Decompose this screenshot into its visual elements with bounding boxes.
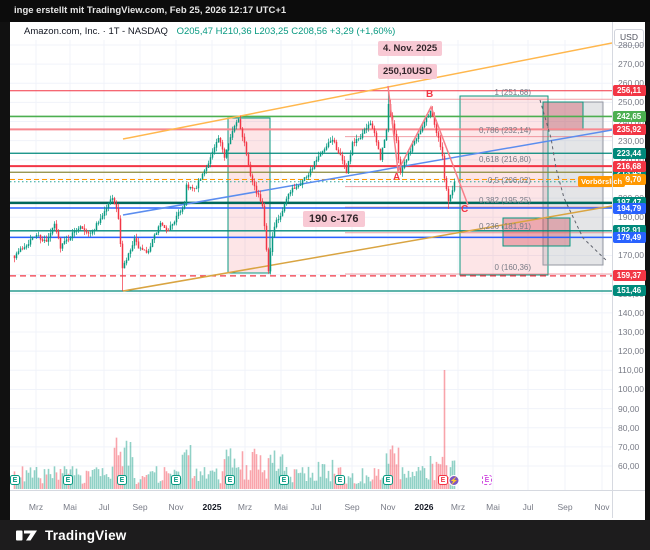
price-tick-label: 220,00 — [618, 154, 644, 165]
premarket-session-tag: Vorbörslich — [578, 176, 626, 187]
brand-name[interactable]: TradingView — [45, 527, 127, 543]
symbol-header[interactable]: Amazon.com, Inc. · 1T - NASDAQ O205,47 H… — [24, 26, 395, 37]
time-tick-label: Mrz — [28, 502, 44, 512]
price-tick-label: 260,00 — [618, 78, 644, 89]
fib-level-label: 0,5 (206,02) — [487, 175, 531, 185]
price-tick-label: 80,00 — [618, 422, 640, 433]
price-axis-border — [612, 22, 613, 518]
flash-event-icon[interactable]: ⚡ — [448, 475, 460, 486]
earnings-icon[interactable]: E — [63, 475, 73, 485]
price-line-chip[interactable]: 159,37 — [612, 270, 646, 282]
time-tick-label: Jul — [98, 502, 110, 512]
earnings-icon[interactable]: E — [279, 475, 289, 485]
time-tick-label: Mai — [274, 502, 288, 512]
fib-level-label: 0,382 (195,25) — [478, 196, 531, 206]
price-line-chip[interactable]: 223,44 — [612, 147, 646, 159]
price-line-chip[interactable]: 209,70 — [612, 174, 646, 186]
price-line-chip[interactable]: 256,11 — [612, 85, 646, 97]
time-axis-border — [10, 490, 645, 491]
ascending-trendline-upper — [122, 42, 612, 140]
chart-background — [10, 22, 645, 520]
price-tick-label: 280,00 — [618, 40, 644, 50]
fib-level-label: 1 (251,68) — [494, 88, 531, 98]
earnings-icon[interactable]: E — [171, 475, 181, 485]
tradingview-logo-icon[interactable] — [16, 528, 38, 543]
price-tick-label: 110,00 — [618, 365, 644, 376]
annotation-range-label[interactable]: 190 c-176 — [303, 211, 365, 227]
price-tick-label: 100,00 — [618, 384, 644, 395]
price-tick-label: 170,00 — [618, 250, 644, 261]
time-tick-label: Sep — [557, 502, 573, 512]
earnings-icon[interactable]: E — [438, 475, 448, 485]
currency-toggle[interactable]: USD — [614, 29, 644, 46]
grid-lines — [10, 40, 612, 490]
time-tick-label: Sep — [344, 502, 360, 512]
earnings-icon[interactable]: E — [383, 475, 393, 485]
attribution-text: inge erstellt mit TradingView.com, Feb 2… — [14, 5, 287, 16]
time-tick-label: 2025 — [202, 502, 222, 512]
time-tick-label: Jul — [522, 502, 534, 512]
price-tick-label: 60,00 — [618, 460, 640, 471]
price-tick-label: 90,00 — [618, 403, 640, 414]
abc-pattern-lines[interactable] — [387, 85, 469, 206]
price-line-chip[interactable]: 151,46 — [612, 285, 646, 297]
wave-label-b[interactable]: B — [426, 89, 434, 100]
ohlc-values: O205,47 H210,36 L203,25 C208,56 +3,29 (+… — [176, 26, 396, 37]
price-tick-label: 140,00 — [618, 307, 644, 318]
fib-level-label: 0,236 (181,91) — [478, 221, 531, 231]
symbol-title: Amazon.com, Inc. · 1T - NASDAQ — [24, 26, 168, 37]
earnings-icon[interactable]: E — [335, 475, 345, 485]
price-tick-label: 190,00 — [618, 212, 644, 223]
annotation-date-label[interactable]: 4. Nov. 2025 — [378, 41, 443, 56]
time-tick-label: Nov — [380, 502, 396, 512]
ascending-trendline-blue — [122, 129, 612, 216]
trend-lines[interactable] — [122, 42, 612, 292]
price-tick-label: 230,00 — [618, 135, 644, 146]
price-line-chip[interactable]: 242,65 — [612, 110, 646, 122]
ascending-trendline-lower — [122, 205, 612, 292]
fib-level-label: 0 (160,36) — [494, 262, 531, 272]
time-tick-label: Mai — [486, 502, 500, 512]
time-tick-label: Sep — [132, 502, 148, 512]
footer-bar: TradingView — [0, 520, 650, 550]
time-tick-label: Mrz — [450, 502, 466, 512]
attribution-bar: inge erstellt mit TradingView.com, Feb 2… — [0, 0, 650, 22]
price-line-chip[interactable]: 194,79 — [612, 202, 646, 214]
time-tick-label: Mrz — [237, 502, 253, 512]
time-tick-label: Mai — [63, 502, 77, 512]
price-line-chip[interactable]: 235,92 — [612, 123, 646, 135]
price-line-chip[interactable]: 213,49 — [612, 166, 646, 178]
price-tick-label: 270,00 — [618, 59, 644, 70]
candlestick-series — [13, 90, 456, 291]
fib-level-label: 0,618 (216,80) — [478, 154, 531, 164]
price-line-chip[interactable]: 216,68 — [612, 160, 646, 172]
projection-boxes[interactable] — [227, 95, 604, 276]
earnings-icon[interactable]: E — [10, 475, 20, 485]
plot-area[interactable] — [10, 40, 612, 490]
price-tick-label: 130,00 — [618, 327, 644, 338]
time-tick-label: Nov — [594, 502, 610, 512]
fib-level-label: 0,786 (232,14) — [478, 125, 531, 135]
price-tick-label: 120,00 — [618, 346, 644, 357]
price-line-chip[interactable]: 182,91 — [612, 225, 646, 237]
earnings-icon[interactable]: E — [225, 475, 235, 485]
wave-label-c[interactable]: C — [461, 204, 469, 215]
annotation-price-label[interactable]: 250,10USD — [378, 64, 438, 79]
earnings-icon[interactable]: E — [482, 475, 492, 485]
forecast-dashed-path[interactable] — [539, 99, 609, 263]
time-tick-label: Nov — [168, 502, 184, 512]
price-line-chip[interactable]: 179,49 — [612, 231, 646, 243]
time-tick-label: 2026 — [414, 502, 434, 512]
price-tick-label: 70,00 — [618, 441, 640, 452]
price-tick-label: 250,00 — [618, 97, 644, 108]
time-tick-label: Jul — [310, 502, 322, 512]
wave-label-a[interactable]: A — [393, 172, 401, 183]
earnings-icon[interactable]: E — [117, 475, 127, 485]
